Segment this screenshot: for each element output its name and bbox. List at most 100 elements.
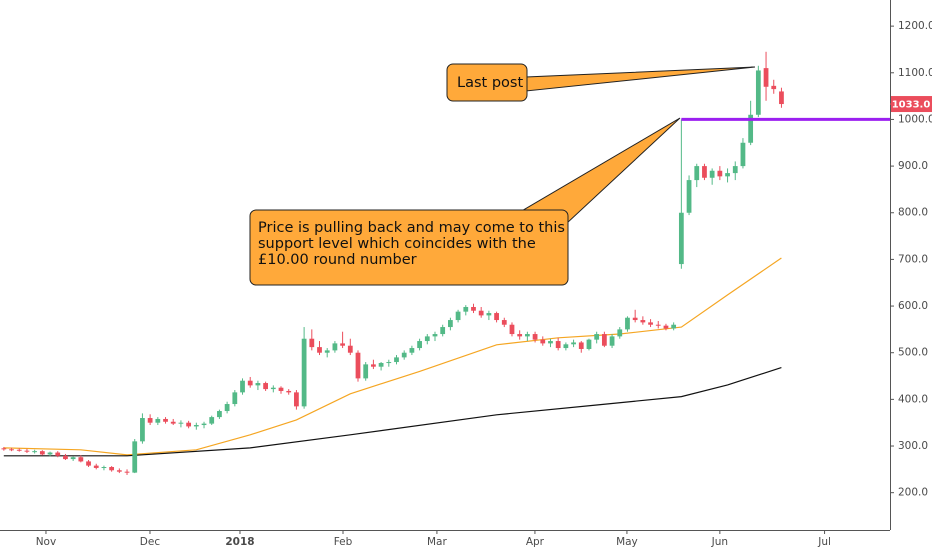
candle-body [740,142,746,167]
candle-body [394,357,399,363]
y-tick-label: 800.0 [898,207,928,219]
candle-body [732,166,738,174]
candle-body [371,364,376,367]
candle-body [332,343,338,351]
candle-body [717,170,723,177]
candle-body [324,350,330,353]
candle-body [116,470,122,472]
candle-body [671,324,677,329]
candle-body [86,461,91,466]
candle-body [748,114,754,143]
y-tick-label: 1000.0 [898,113,932,125]
candle-body [409,348,415,353]
candle-body [39,451,45,455]
candle-body [1,448,7,450]
candle-body [709,170,715,178]
candle-body [540,339,546,344]
candle-body [771,85,777,90]
y-tick-label: 400.0 [898,393,928,405]
callout-pointer [525,66,756,92]
annotation-text: £10.00 round number [258,252,417,268]
y-tick-label: 300.0 [898,440,928,452]
candle-body [201,423,207,426]
y-tick-label: 1200.0 [898,20,932,32]
candle-body [548,341,553,344]
candle-body [63,455,68,460]
candle-body [779,91,784,105]
candle-body [663,325,669,329]
candle-body [463,306,469,312]
candle-body [532,334,538,340]
annotation-text: Last post [457,75,523,91]
x-tick-label: Dec [140,536,161,548]
candle-body [478,310,484,316]
candle-body [147,418,153,423]
candle-body [178,422,184,424]
candle-body [255,383,261,386]
candle-body [340,343,345,346]
candle-body [247,380,253,386]
annotations: Last post Price is pulling back and may c… [249,63,756,286]
candle-body [16,449,22,451]
candle-body [509,324,515,335]
candle-body [471,306,476,311]
candle-body [578,342,584,349]
candle-body [486,313,492,316]
candle-body [563,344,569,349]
candle-body [217,411,222,418]
candle-body [24,450,30,452]
candle-body [109,467,115,471]
candle-body [286,390,292,393]
callout-box [249,209,569,286]
candle-body [9,449,14,451]
candle-body [755,70,761,115]
candle-body [694,166,700,181]
candle-body [601,334,607,346]
candle-body [494,313,499,321]
x-tick-label: Jun [711,536,728,548]
candle-body [424,336,430,342]
candle-body [93,465,99,468]
candle-body [448,320,453,328]
candle-body [655,324,661,326]
y-tick-label: 200.0 [898,487,928,499]
candle-body [555,341,561,349]
candle-body [186,422,192,427]
candle-body [347,345,353,353]
candle-body [270,387,276,390]
candle-body [55,452,61,456]
x-tick-label: Nov [36,536,57,548]
moving-average-line [3,367,782,457]
candle-body [124,471,130,473]
candle-body [47,452,53,455]
candle-body [609,336,615,346]
moving-average-line [3,257,782,456]
candle-body [517,334,523,337]
candle-body [193,425,199,427]
x-tick-label: Jul [817,536,831,548]
candle-body [140,418,145,442]
candle-body [209,417,215,424]
x-tick-label: Feb [334,536,353,548]
y-tick-label: 1100.0 [898,67,932,79]
candle-body [155,418,161,423]
candle-body [263,383,269,390]
y-tick-label: 600.0 [898,300,928,312]
candle-body [702,166,707,178]
candle-body [586,339,592,349]
candle-body [278,387,284,391]
candle-body [32,451,38,453]
candle-body [401,352,407,358]
candle-body [640,320,646,323]
candle-body [240,380,245,393]
candle-body [317,347,322,353]
candle-body [455,311,461,321]
x-tick-label: Apr [526,536,545,548]
candle-body [224,404,230,412]
candle-body [309,338,315,348]
candle-body [686,180,692,213]
candle-body [163,418,168,422]
y-tick-label: 500.0 [898,347,928,359]
candle-body [725,173,730,177]
last-price-tag [891,96,932,113]
